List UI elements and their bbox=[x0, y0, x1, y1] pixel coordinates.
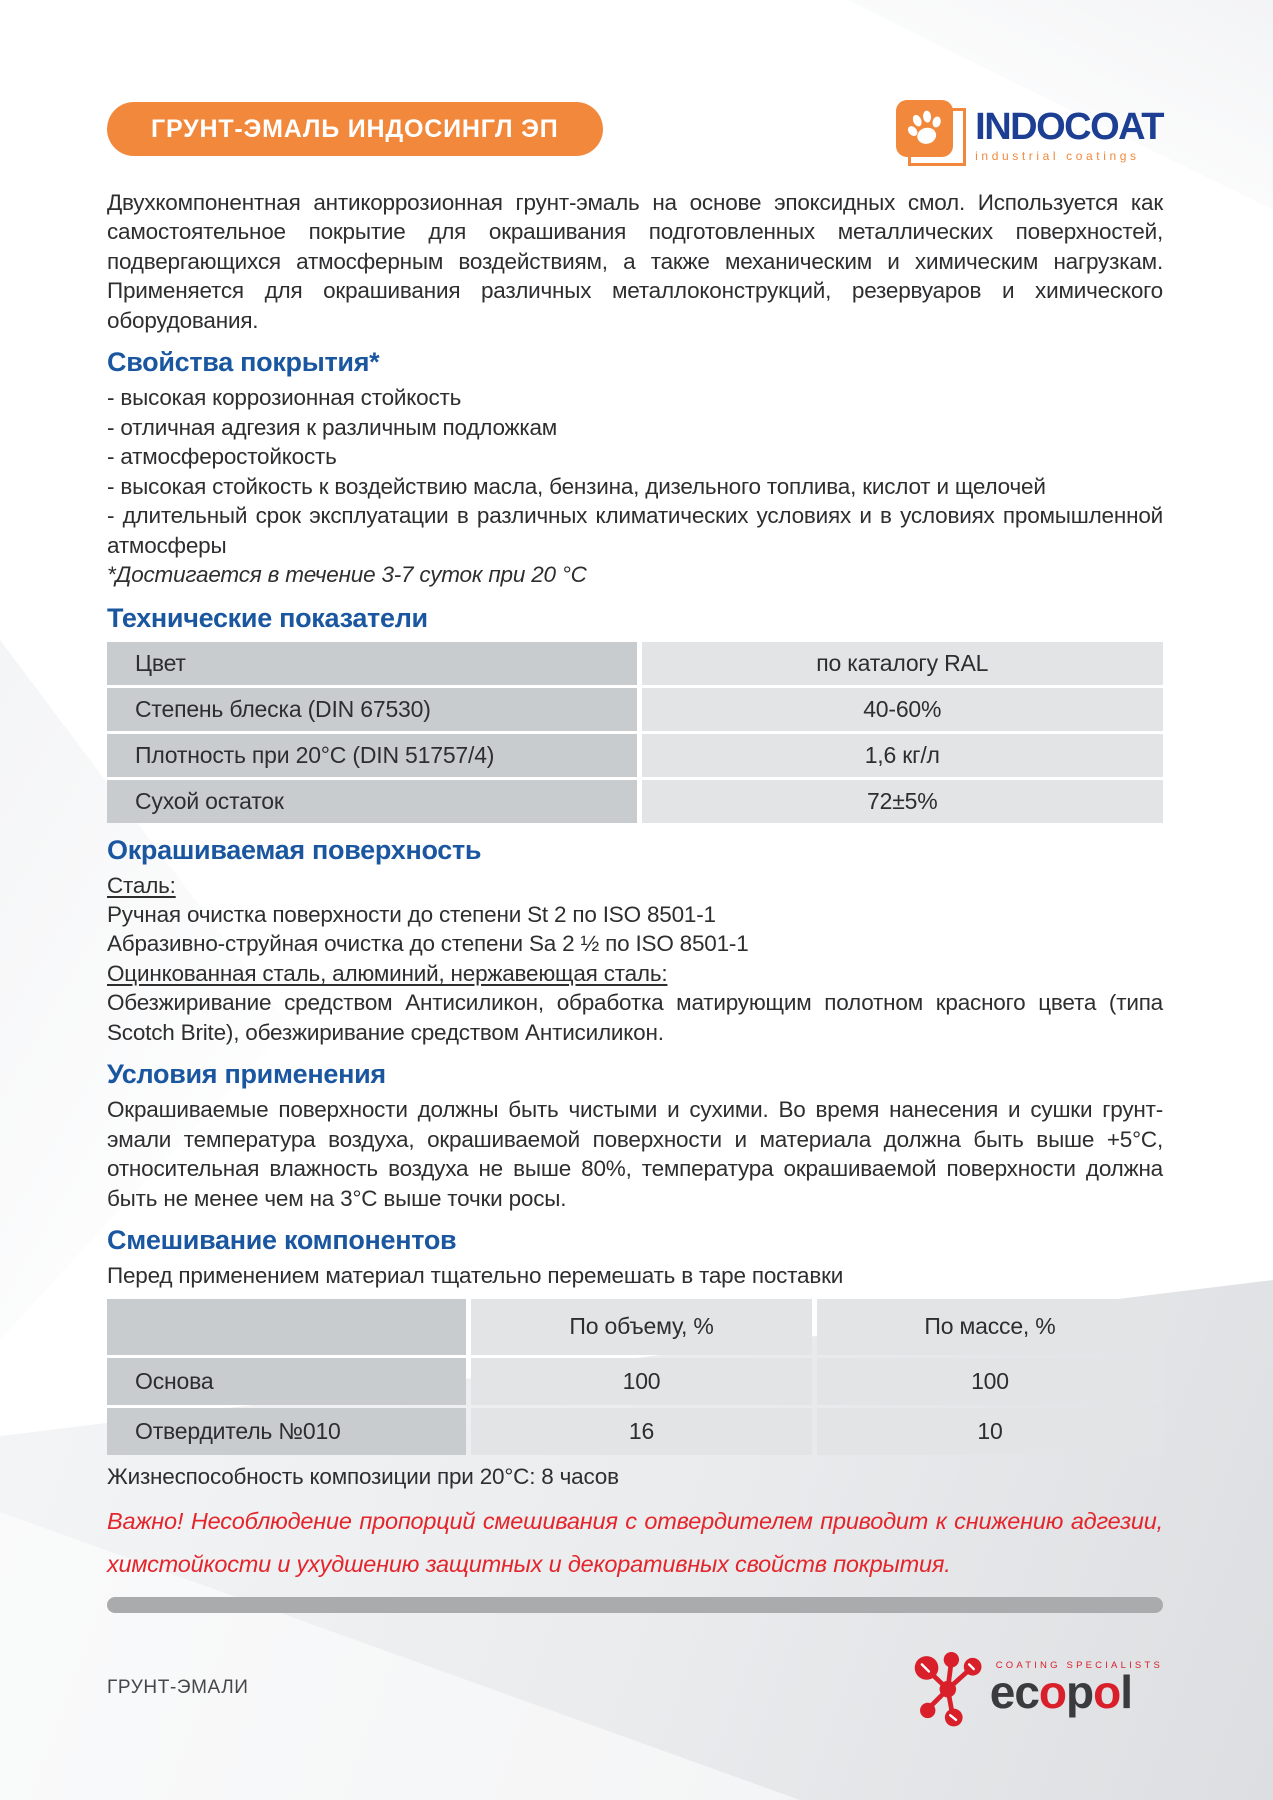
cell-label: Отвердитель №010 bbox=[107, 1407, 467, 1455]
warning-text: Важно! Несоблюдение пропорций смешивания… bbox=[107, 1507, 1163, 1578]
list-item: - высокая коррозионная стойкость bbox=[107, 385, 462, 411]
pot-life-note: Жизнеспособность композиции при 20°C: 8 … bbox=[107, 1463, 619, 1489]
tech-table: Цвет по каталогу RAL Степень блеска (DIN… bbox=[107, 641, 1163, 823]
cell-label: Цвет bbox=[107, 641, 637, 685]
ecopol-letters: ec bbox=[989, 1666, 1040, 1719]
ecopol-name: ecopol bbox=[990, 1669, 1163, 1715]
cell-label: Основа bbox=[107, 1357, 467, 1405]
logo-tagline: industrial coatings bbox=[975, 149, 1140, 163]
indocoat-logo: INDOCOAT industrial coatings bbox=[896, 100, 1164, 166]
logo-text: INDOCOAT industrial coatings bbox=[975, 100, 1164, 163]
surface-galvanized-label: Оцинкованная сталь, алюминий, нержавеюща… bbox=[107, 960, 668, 986]
cell-value: 16 bbox=[471, 1407, 812, 1455]
surface-galvanized-text: Обезжиривание средством Антисиликон, обр… bbox=[107, 990, 1163, 1045]
logo-tile bbox=[896, 100, 954, 157]
list-item: - высокая стойкость к воздействию масла,… bbox=[107, 473, 1046, 499]
intro-paragraph: Двухкомпонентная антикоррозионная грунт-… bbox=[107, 190, 1163, 333]
cell-value: 10 bbox=[817, 1407, 1163, 1455]
conditions-paragraph: Окрашиваемые поверхности должны быть чис… bbox=[107, 1097, 1163, 1211]
properties-footnote: *Достигается в течение 3-7 суток при 20 … bbox=[107, 562, 587, 588]
product-title-badge: ГРУНТ-ЭМАЛЬ ИНДОСИНГЛ ЭП bbox=[107, 102, 603, 156]
logo-name: INDOCOAT bbox=[975, 106, 1164, 148]
cell-value: 40-60% bbox=[641, 687, 1163, 731]
cell-value: 100 bbox=[471, 1357, 812, 1405]
footer-category-label: ГРУНТ-ЭМАЛИ bbox=[107, 1676, 249, 1698]
ecopol-logo: COATING SPECIALISTS ecopol bbox=[912, 1649, 1163, 1727]
ecopol-letters: l bbox=[1120, 1666, 1133, 1719]
cell-label: Сухой остаток bbox=[107, 779, 637, 823]
cell-label: Степень блеска (DIN 67530) bbox=[107, 687, 637, 731]
cell-value: 72±5% bbox=[641, 779, 1163, 823]
cell-label: Плотность при 20°C (DIN 51757/4) bbox=[107, 733, 637, 777]
list-item: - длительный срок эксплуатации в различн… bbox=[107, 503, 1163, 558]
surface-steel-label: Сталь: bbox=[107, 872, 176, 898]
column-header: По объему, % bbox=[471, 1298, 812, 1355]
section-title-conditions: Условия применения bbox=[107, 1059, 386, 1090]
paw-icon bbox=[896, 100, 967, 166]
ecopol-letters: o bbox=[1038, 1666, 1067, 1719]
page-footer: ГРУНТ-ЭМАЛИ bbox=[107, 1649, 1163, 1727]
section-title-tech: Технические показатели bbox=[107, 602, 428, 633]
ecopol-letters: p bbox=[1066, 1666, 1094, 1719]
cell-value: 100 bbox=[817, 1357, 1163, 1405]
surface-steel-line: Ручная очистка поверхности до степени St… bbox=[107, 902, 716, 927]
page-header: ГРУНТ-ЭМАЛЬ ИНДОСИНГЛ ЭП bbox=[107, 100, 1164, 166]
footer-divider-bar bbox=[107, 1596, 1163, 1613]
mixing-intro: Перед применением материал тщательно пер… bbox=[107, 1263, 844, 1289]
section-title-surface: Окрашиваемая поверхность bbox=[107, 834, 482, 865]
section-title-mixing: Смешивание компонентов bbox=[107, 1225, 457, 1256]
surface-steel-line: Абразивно-струйная очистка до степени Sa… bbox=[107, 931, 749, 957]
properties-list: - высокая коррозионная стойкость - отлич… bbox=[107, 383, 1163, 560]
cell-value: по каталогу RAL bbox=[641, 641, 1163, 685]
cell-empty bbox=[107, 1298, 467, 1355]
surface-block: Сталь: Ручная очистка поверхности до сте… bbox=[107, 871, 1163, 1048]
cell-value: 1,6 кг/л bbox=[641, 733, 1163, 777]
ecopol-letters: o bbox=[1093, 1666, 1121, 1719]
mixing-table: По объему, % По массе, % Основа 100 100 … bbox=[107, 1298, 1163, 1455]
section-title-properties: Свойства покрытия* bbox=[107, 347, 380, 378]
list-item: - отличная адгезия к различным подложкам bbox=[107, 414, 558, 440]
page-content: ГРУНТ-ЭМАЛЬ ИНДОСИНГЛ ЭП bbox=[107, 100, 1164, 1727]
ecopol-text: COATING SPECIALISTS ecopol bbox=[990, 1660, 1163, 1715]
column-header: По массе, % bbox=[817, 1298, 1163, 1355]
list-item: - атмосферостойкость bbox=[107, 444, 337, 470]
ecopol-splat-icon bbox=[914, 1651, 982, 1727]
